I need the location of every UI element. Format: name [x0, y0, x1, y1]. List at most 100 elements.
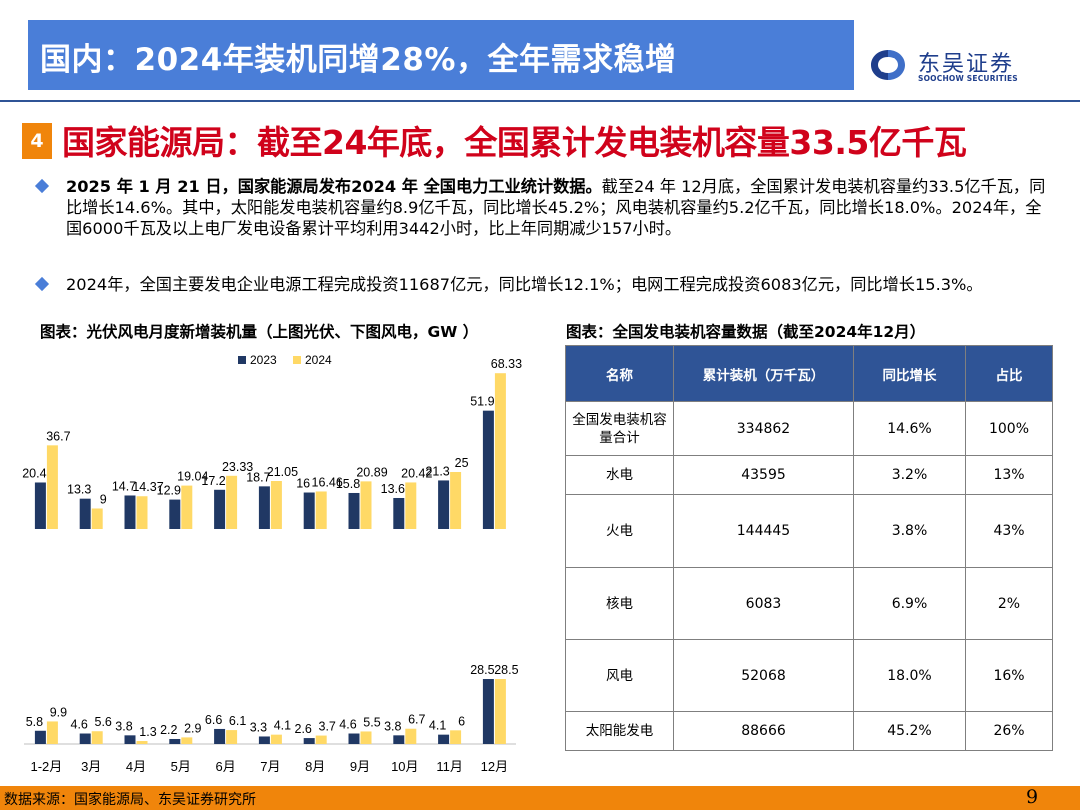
column-header: 名称 [565, 345, 674, 402]
wind-bar [393, 735, 405, 744]
wind-bar [348, 733, 360, 744]
table-row: 太阳能发电 88666 45.2% 26% [565, 711, 1053, 751]
data-label: 1.3 [139, 725, 156, 739]
data-label: 4.1 [274, 719, 291, 733]
paragraph-1-text: 截至24 年 12月底，全国累计发电装机容量约33.5亿千瓦，同比增长14.6%… [66, 177, 1046, 238]
solar-bar [315, 491, 327, 529]
paragraph-2-text: 2024年，全国主要发电企业电源工程完成投资11687亿元，同比增长12.1%；… [66, 275, 983, 294]
x-tick-label: 10月 [391, 759, 418, 774]
wind-bar [181, 737, 193, 744]
data-label: 51.9 [470, 395, 494, 409]
header-banner [28, 20, 854, 90]
x-tick-label: 4月 [126, 759, 146, 774]
solar-bar [482, 410, 494, 529]
table-cell: 144445 [673, 494, 854, 568]
x-tick-label: 9月 [350, 759, 370, 774]
table-cell: 43% [965, 494, 1053, 568]
table-cell: 334862 [673, 401, 854, 456]
column-header: 同比增长 [853, 345, 966, 402]
table-cell: 16% [965, 639, 1053, 712]
solar-bar [181, 485, 193, 529]
solar-bar [136, 496, 148, 529]
solar-bar [226, 475, 238, 529]
bullet-paragraph-1: 2025 年 1 月 21 日，国家能源局发布2024 年 全国电力工业统计数据… [66, 176, 1056, 239]
table-cell: 14.6% [853, 401, 966, 456]
page-number: 9 [1026, 786, 1039, 808]
wind-bar [450, 730, 462, 744]
wind-bar [46, 721, 58, 744]
wind-bar [91, 731, 103, 744]
solar-bar [124, 495, 136, 529]
solar-bar [348, 492, 360, 529]
wind-bar [169, 738, 181, 744]
data-label: 13.6 [381, 482, 405, 496]
data-label: 15.8 [336, 477, 360, 491]
data-label: 4.1 [429, 719, 446, 733]
table-cell: 18.0% [853, 639, 966, 712]
wind-bar [303, 738, 315, 744]
data-label: 5.8 [26, 715, 43, 729]
table-cell: 43595 [673, 455, 854, 495]
table-row: 全国发电装机容量合计 334862 14.6% 100% [565, 401, 1053, 456]
wind-bar [482, 679, 494, 744]
wind-bar [79, 733, 91, 744]
wind-bar [405, 728, 417, 744]
solar-bar [270, 481, 282, 529]
solar-bar [34, 482, 46, 529]
wind-bar [226, 730, 238, 744]
table-cell: 3.8% [853, 494, 966, 568]
data-label: 3.7 [319, 720, 336, 734]
table-cell: 6083 [673, 567, 854, 640]
solar-bar [303, 492, 315, 529]
wind-bar [270, 734, 282, 744]
x-tick-label: 3月 [81, 759, 101, 774]
data-label: 68.33 [491, 357, 522, 371]
table-row: 火电 144445 3.8% 43% [565, 494, 1053, 568]
wind-bar [136, 741, 148, 744]
data-label: 23.33 [222, 460, 253, 474]
data-label: 6.1 [229, 714, 246, 728]
solar-bar [393, 497, 405, 529]
section-title: 国家能源局：截至24年底，全国累计发电装机容量33.5亿千瓦 [62, 123, 967, 162]
data-source: 数据来源：国家能源局、东吴证券研究所 [4, 792, 256, 808]
x-tick-label: 12月 [481, 759, 508, 774]
solar-bar [79, 498, 91, 529]
header-divider [0, 100, 1080, 102]
soochow-logo-icon [871, 50, 905, 80]
data-label: 20.4 [22, 466, 46, 480]
data-label: 18.7 [246, 470, 270, 484]
wind-bar [34, 730, 46, 744]
paragraph-1-bold: 2025 年 1 月 21 日，国家能源局发布2024 年 全国电力工业统计数据… [66, 177, 602, 196]
bullet-paragraph-2: 2024年，全国主要发电企业电源工程完成投资11687亿元，同比增长12.1%；… [66, 274, 1056, 295]
x-tick-label: 5月 [171, 759, 191, 774]
solar-bar [405, 482, 417, 529]
solar-bar [450, 472, 462, 529]
data-label: 14.7 [112, 479, 136, 493]
table-cell: 26% [965, 711, 1053, 751]
data-label: 6.6 [205, 713, 222, 727]
table-cell: 水电 [565, 455, 674, 495]
table-cell: 全国发电装机容量合计 [565, 401, 674, 456]
table-row: 风电 52068 18.0% 16% [565, 639, 1053, 712]
legend-label: 2023 [250, 353, 277, 367]
table-cell: 13% [965, 455, 1053, 495]
brand-name-en: SOOCHOW SECURITIES [918, 74, 1018, 83]
data-label: 3.8 [384, 719, 401, 733]
wind-bar [214, 728, 226, 744]
table-header-row: 名称 累计装机（万千瓦） 同比增长 占比 [565, 345, 1053, 402]
table-cell: 52068 [673, 639, 854, 712]
legend-swatch [293, 356, 301, 364]
bullet-diamond-icon [34, 276, 50, 292]
data-label: 13.3 [67, 483, 91, 497]
data-label: 20.42 [401, 466, 432, 480]
table-caption: 图表：全国发电装机容量数据（截至2024年12月） [566, 323, 926, 341]
wind-bar [438, 734, 450, 744]
wind-bar [494, 679, 506, 744]
bullet-diamond-icon [34, 178, 50, 194]
solar-bar [494, 373, 506, 529]
data-label: 4.6 [339, 718, 356, 732]
data-label: 16.46 [312, 475, 343, 489]
section-number-badge: 4 [22, 123, 52, 159]
table-cell: 45.2% [853, 711, 966, 751]
data-label: 5.5 [363, 715, 380, 729]
